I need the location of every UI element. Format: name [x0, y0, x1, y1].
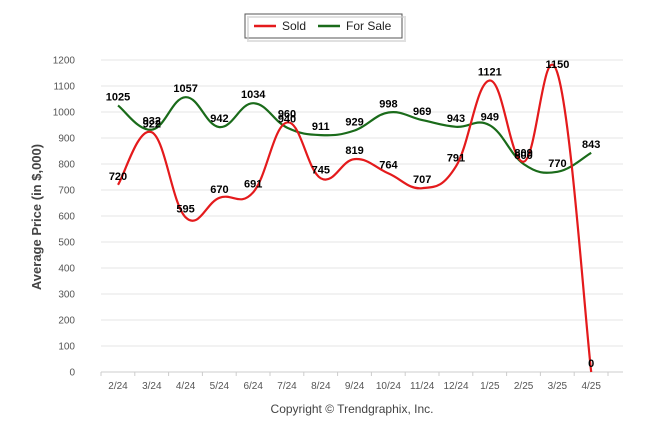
x-tick-label: 12/24 [443, 381, 468, 392]
data-labels: 720 922 595 670 691 960 745 819 764 707 791 1121 809… [106, 59, 601, 370]
x-tick-label: 7/24 [277, 381, 297, 392]
data-label-for-sale: 1057 [173, 83, 197, 95]
x-tick-label: 4/24 [176, 381, 196, 392]
data-label-for-sale: 843 [582, 139, 600, 151]
y-tick-label: 0 [69, 368, 75, 379]
x-tick-label: 3/25 [548, 381, 568, 392]
data-label-for-sale: 943 [447, 113, 465, 125]
y-tick-label: 1000 [53, 108, 76, 119]
data-label-sold: 720 [109, 171, 127, 183]
x-tick-label: 3/24 [142, 381, 162, 392]
data-label-sold: 707 [413, 174, 431, 186]
data-label-sold: 595 [176, 203, 194, 215]
y-tick-label: 900 [58, 134, 75, 145]
data-label-for-sale: 800 [514, 150, 532, 162]
x-tick-label: 6/24 [243, 381, 263, 392]
copyright-credit: Copyright © Trendgraphix, Inc. [271, 402, 434, 416]
x-tick-label: 2/25 [514, 381, 534, 392]
data-label-for-sale: 1025 [106, 92, 130, 104]
data-label-for-sale: 770 [548, 158, 566, 170]
x-tick-label: 11/24 [410, 381, 435, 392]
data-label-sold: 764 [379, 159, 398, 171]
series-line-for-sale [117, 96, 592, 174]
data-label-for-sale: 969 [413, 106, 431, 118]
series-line-sold [117, 63, 593, 373]
data-label-for-sale: 929 [345, 116, 363, 128]
x-tick-label: 4/25 [581, 381, 601, 392]
y-tick-label: 800 [58, 160, 75, 171]
y-tick-label: 1100 [53, 82, 75, 93]
data-label-sold: 1121 [478, 67, 502, 79]
data-label-for-sale: 949 [481, 111, 499, 123]
y-axis-ticks: 0 100 200 300 400 500 600 700 800 900 1000 1100 1200 [53, 56, 76, 379]
gridlines [100, 59, 623, 376]
x-axis-ticks: 2/24 3/24 4/24 5/24 6/24 7/24 8/24 9/24 10/24 11/… [108, 381, 601, 392]
y-axis-title: Average Price (in $,000) [29, 144, 44, 290]
data-label-for-sale: 942 [210, 113, 228, 125]
data-label-sold: 670 [210, 184, 228, 196]
x-tick-label: 9/24 [345, 381, 365, 392]
x-tick-label: 8/24 [311, 381, 331, 392]
data-label-for-sale: 940 [278, 114, 296, 126]
data-label-sold: 791 [447, 152, 465, 164]
y-tick-label: 500 [58, 238, 75, 249]
data-label-sold: 745 [312, 164, 330, 176]
data-label-for-sale: 998 [379, 99, 397, 111]
x-tick-label: 5/24 [210, 381, 230, 392]
data-label-sold: 809 [514, 148, 532, 160]
y-tick-label: 700 [58, 186, 75, 197]
data-label-sold: 1150 [545, 59, 569, 71]
data-label-sold: 922 [143, 118, 161, 130]
data-label-for-sale: 932 [143, 116, 161, 128]
x-tick-label: 10/24 [376, 381, 401, 392]
data-label-for-sale: 1034 [241, 89, 266, 101]
data-label-sold: 0 [588, 358, 594, 370]
x-tick-label: 1/25 [480, 381, 500, 392]
y-tick-label: 200 [58, 316, 75, 327]
y-tick-label: 300 [58, 290, 75, 301]
y-tick-label: 100 [58, 342, 75, 353]
legend-label-for-sale: For Sale [346, 19, 392, 33]
y-tick-label: 1200 [53, 56, 76, 67]
y-tick-label: 400 [58, 264, 75, 275]
legend: Sold For Sale [244, 13, 406, 42]
data-label-sold: 960 [278, 108, 296, 120]
legend-label-sold: Sold [282, 19, 306, 33]
series-lines [117, 63, 593, 373]
x-tick-label: 2/24 [108, 381, 128, 392]
y-tick-label: 600 [58, 212, 75, 223]
data-label-sold: 691 [244, 178, 262, 190]
data-label-for-sale: 911 [312, 121, 330, 133]
data-label-sold: 819 [345, 145, 363, 157]
